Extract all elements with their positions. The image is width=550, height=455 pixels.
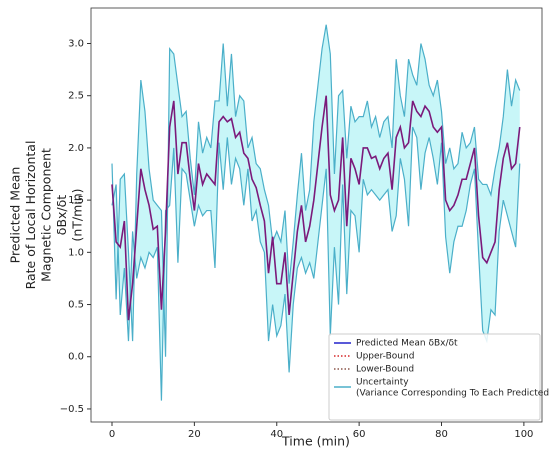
y-tick-label: 2.0 xyxy=(68,143,84,154)
legend-label: Upper-Bound xyxy=(356,352,414,362)
legend-label: Predicted Mean δBx/δt xyxy=(356,339,458,349)
x-tick-label: 100 xyxy=(514,429,533,440)
x-tick-label: 40 xyxy=(270,429,283,440)
legend-label: Uncertainty xyxy=(356,378,409,388)
legend-box xyxy=(328,333,541,421)
y-tick-label: 0.5 xyxy=(68,300,84,311)
x-tick-label: 20 xyxy=(188,429,201,440)
x-tick-label: 0 xyxy=(109,429,115,440)
y-axis-label: Magnetic Component xyxy=(39,148,54,282)
x-axis-label: Time (min) xyxy=(281,434,350,449)
series-line xyxy=(111,24,521,357)
x-tick-label: 60 xyxy=(353,429,366,440)
y-tick-label: 0.0 xyxy=(68,352,84,363)
y-tick-label: 3.0 xyxy=(68,39,84,50)
x-tick-label: 80 xyxy=(435,429,448,440)
y-tick-label: 1.5 xyxy=(68,195,84,206)
plot-frame xyxy=(90,7,543,423)
y-axis-label: (nT/min) xyxy=(70,188,85,241)
plot xyxy=(111,24,521,401)
legend-label: Lower-Bound xyxy=(356,365,414,375)
series-line xyxy=(111,95,521,321)
y-tick-label: 2.5 xyxy=(68,91,84,102)
y-axis-label: Predicted Mean xyxy=(8,167,23,264)
legend-label: (Variance Corresponding To Each Predicte… xyxy=(356,389,550,399)
series-line xyxy=(111,126,521,401)
y-tick-label: 1.0 xyxy=(68,247,84,258)
y-tick-label: −0.5 xyxy=(60,404,84,415)
y-axis-label: δBx/δt xyxy=(54,195,69,235)
y-axis-label: Rate of Local Horizontal xyxy=(23,141,38,290)
